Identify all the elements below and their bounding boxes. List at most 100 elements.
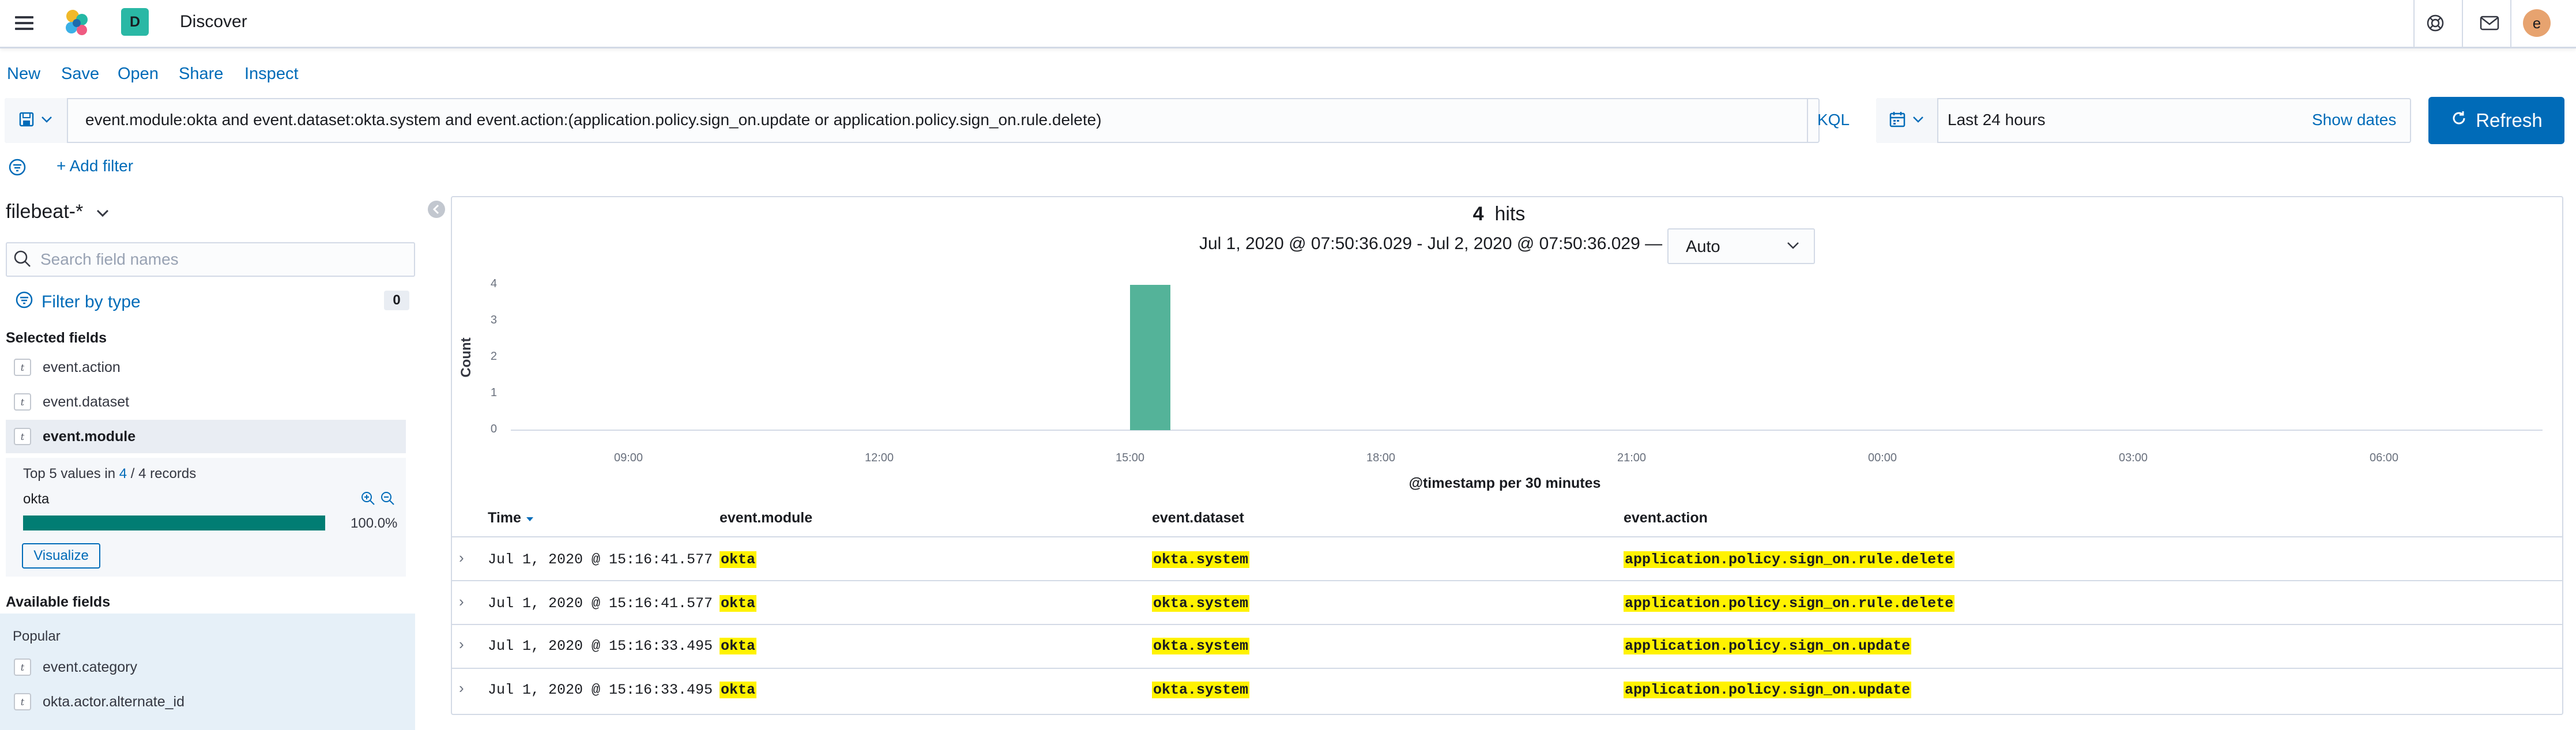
field-item[interactable]: t event.module [6,420,406,453]
refresh-icon [2450,110,2468,131]
top-values-count[interactable]: 4 [119,466,127,481]
menu-icon[interactable] [13,13,36,33]
cell-event-module: okta [720,638,757,654]
filter-options-icon[interactable] [8,158,27,176]
chevron-right-icon[interactable]: › [459,635,464,653]
top-values-total: 4 records [138,466,197,481]
zoom-out-icon[interactable] [379,490,396,509]
inspect-link[interactable]: Inspect [244,65,299,83]
column-header-event-dataset[interactable]: event.dataset [1152,510,1244,526]
cell-time: Jul 1, 2020 @ 15:16:41.577 [488,595,713,612]
field-name: event.action [43,359,120,375]
mail-icon[interactable] [2477,10,2502,36]
filter-by-type-label: Filter by type [42,292,141,311]
results-panel [451,196,2563,715]
time-picker[interactable] [1876,98,2411,143]
field-search-input[interactable] [6,242,415,277]
cell-event-action: application.policy.sign_on.rule.delete [1624,551,1955,568]
chevron-right-icon[interactable]: › [459,679,464,697]
top-values-prefix: Top 5 values in [23,466,119,481]
chevron-down-icon [1912,115,1925,126]
string-type-icon: t [14,393,31,411]
top-value-label: okta [23,491,50,507]
header-divider [2413,0,2415,48]
show-dates-link[interactable]: Show dates [2312,111,2397,129]
visualize-button[interactable]: Visualize [22,543,100,569]
histogram-bar[interactable] [1130,285,1170,430]
cell-time: Jul 1, 2020 @ 15:16:33.495 [488,682,713,698]
chevron-down-icon [96,201,110,223]
query-language-button[interactable]: KQL [1817,111,1850,129]
x-tick-label: 09:00 [614,451,643,464]
cell-time: Jul 1, 2020 @ 15:16:33.495 [488,638,713,654]
x-tick-label: 06:00 [2370,451,2398,464]
index-pattern-selector[interactable]: filebeat-* [6,201,110,223]
divider [1807,99,1808,142]
zoom-in-icon[interactable] [360,490,376,509]
kibana-logo-icon[interactable] [60,6,95,40]
date-range-text: Jul 1, 2020 @ 07:50:36.029 - Jul 2, 2020… [1199,234,1663,253]
index-pattern-label: filebeat-* [6,201,84,223]
chevron-right-icon[interactable]: › [459,593,464,610]
sort-down-icon[interactable] [525,510,534,526]
filter-icon [15,291,33,314]
help-icon[interactable] [2423,10,2448,36]
table-row[interactable]: › Jul 1, 2020 @ 15:16:41.577 okta okta.s… [452,536,2562,580]
hits-number: 4 [1472,203,1484,225]
saved-query-button[interactable] [5,98,68,143]
refresh-label: Refresh [2476,110,2543,131]
table-row[interactable]: › Jul 1, 2020 @ 15:16:33.495 okta okta.s… [452,624,2562,668]
value-bar-fill [23,515,325,530]
table-row[interactable]: › Jul 1, 2020 @ 15:16:33.495 okta okta.s… [452,668,2562,712]
add-filter-button[interactable]: + Add filter [57,157,134,175]
chevron-down-icon [40,115,53,126]
selected-fields-title: Selected fields [6,330,107,346]
string-type-icon: t [14,359,31,376]
collapse-sidebar-icon[interactable] [428,201,445,218]
field-item[interactable]: t event.action [6,351,406,384]
column-header-event-module[interactable]: event.module [720,510,813,526]
interval-select[interactable] [1667,228,1815,264]
interval-value: Auto [1686,238,1720,256]
field-name: event.module [43,428,136,445]
cell-event-module: okta [720,682,757,698]
user-avatar[interactable]: e [2523,9,2551,37]
histogram-chart[interactable]: Count @timestamp per 30 minutes 0 1 2 3 4 09:… [455,271,2554,496]
filter-by-type-button[interactable]: Filter by type [15,291,141,314]
hits-count: 4 hits [1384,203,1614,225]
space-avatar[interactable]: D [121,8,149,36]
x-tick-label: 21:00 [1617,451,1646,464]
top-values-caption: Top 5 values in 4 / 4 records [23,466,196,482]
refresh-button[interactable]: Refresh [2428,97,2564,144]
share-link[interactable]: Share [179,65,224,83]
column-header-time[interactable]: Time [488,510,534,526]
field-item[interactable]: t event.category [6,650,406,684]
y-tick-label: 3 [491,314,497,326]
open-link[interactable]: Open [118,65,159,83]
x-tick-label: 12:00 [865,451,894,464]
string-type-icon: t [14,658,31,676]
popular-title: Popular [13,629,61,644]
column-header-event-action[interactable]: event.action [1624,510,1708,526]
field-item[interactable]: t okta.actor.alternate_id [6,685,406,718]
x-tick-label: 15:00 [1116,451,1144,464]
quick-select-button[interactable] [1876,98,1938,143]
save-link[interactable]: Save [61,65,100,83]
y-axis-label: Count [458,337,474,377]
search-icon [13,249,32,272]
time-range-text[interactable]: Last 24 hours [1948,111,2046,129]
query-input[interactable]: event.module:okta and event.dataset:okta… [85,111,1102,129]
field-search-placeholder: Search field names [40,250,179,268]
x-axis-label: @timestamp per 30 minutes [1409,475,1601,491]
cell-event-action: application.policy.sign_on.update [1624,638,1912,654]
x-tick-label: 18:00 [1366,451,1395,464]
cell-event-module: okta [720,595,757,612]
app-title: Discover [180,12,247,31]
table-row[interactable]: › Jul 1, 2020 @ 15:16:41.577 okta okta.s… [452,580,2562,624]
calendar-icon [1889,111,1906,131]
field-item[interactable]: t event.dataset [6,385,406,419]
chevron-right-icon[interactable]: › [459,549,464,566]
query-bar[interactable] [5,98,1820,143]
cell-event-module: okta [720,551,757,568]
new-link[interactable]: New [7,65,41,83]
